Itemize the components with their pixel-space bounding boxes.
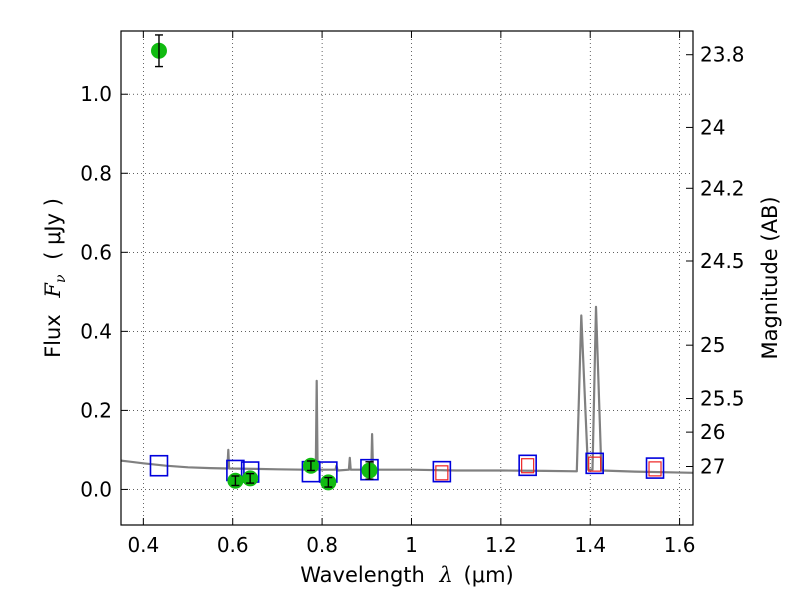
x-tick-label: 0.8 [306, 533, 338, 557]
model-square-marker [645, 457, 665, 479]
model-square-marker [149, 454, 169, 477]
model-square-marker [518, 454, 537, 477]
plot-background [121, 31, 693, 525]
x-tick-label: 0.4 [127, 533, 159, 557]
predicted-squares [435, 456, 662, 481]
y-tick-label: 0.6 [80, 240, 112, 264]
y-tick-label: 0.4 [80, 319, 112, 343]
y-tick-label: 0.0 [80, 477, 112, 501]
y2-tick-label: 27 [700, 455, 725, 479]
y2-tick-label: 24.5 [700, 249, 745, 273]
y-tick-label: 0.2 [80, 398, 112, 422]
x-axis-label: Wavelength λ (μm) [300, 563, 513, 587]
y-axis-label: Flux Fν ( μJy ) [41, 198, 70, 358]
model-square-marker [432, 460, 452, 483]
y2-tick-label: 25 [700, 333, 725, 357]
axis-ticks [121, 31, 693, 525]
y2-tick-label: 24 [700, 115, 725, 139]
predicted-square-marker [521, 458, 535, 474]
predicted-square-marker [648, 461, 662, 477]
y-tick-label: 1.0 [80, 82, 112, 106]
x-tick-label: 1.6 [664, 533, 696, 557]
plot-frame [120, 30, 694, 526]
x-tick-label: 1.4 [574, 533, 606, 557]
y2-tick-label: 26 [700, 420, 725, 444]
y2-tick-label: 24.2 [700, 176, 745, 200]
observed-points [150, 34, 378, 491]
y2-tick-label: 23.8 [700, 43, 745, 67]
y-tick-label: 0.8 [80, 161, 112, 185]
model-square-marker [585, 452, 604, 475]
y2-axis-label: Magnitude (AB) [758, 196, 782, 359]
x-tick-label: 1.2 [485, 533, 517, 557]
axis-tick-labels: 0.4 0.6 0.8 1 1.2 1.4 1.6 0.0 0.2 0.4 0.6 0.8 1.0 23.… [80, 43, 744, 557]
x-tick-label: 1 [405, 533, 418, 557]
predicted-square-marker [588, 456, 602, 472]
y2-tick-label: 25.5 [700, 387, 745, 411]
x-tick-label: 0.6 [217, 533, 249, 557]
predicted-square-marker [435, 465, 449, 481]
